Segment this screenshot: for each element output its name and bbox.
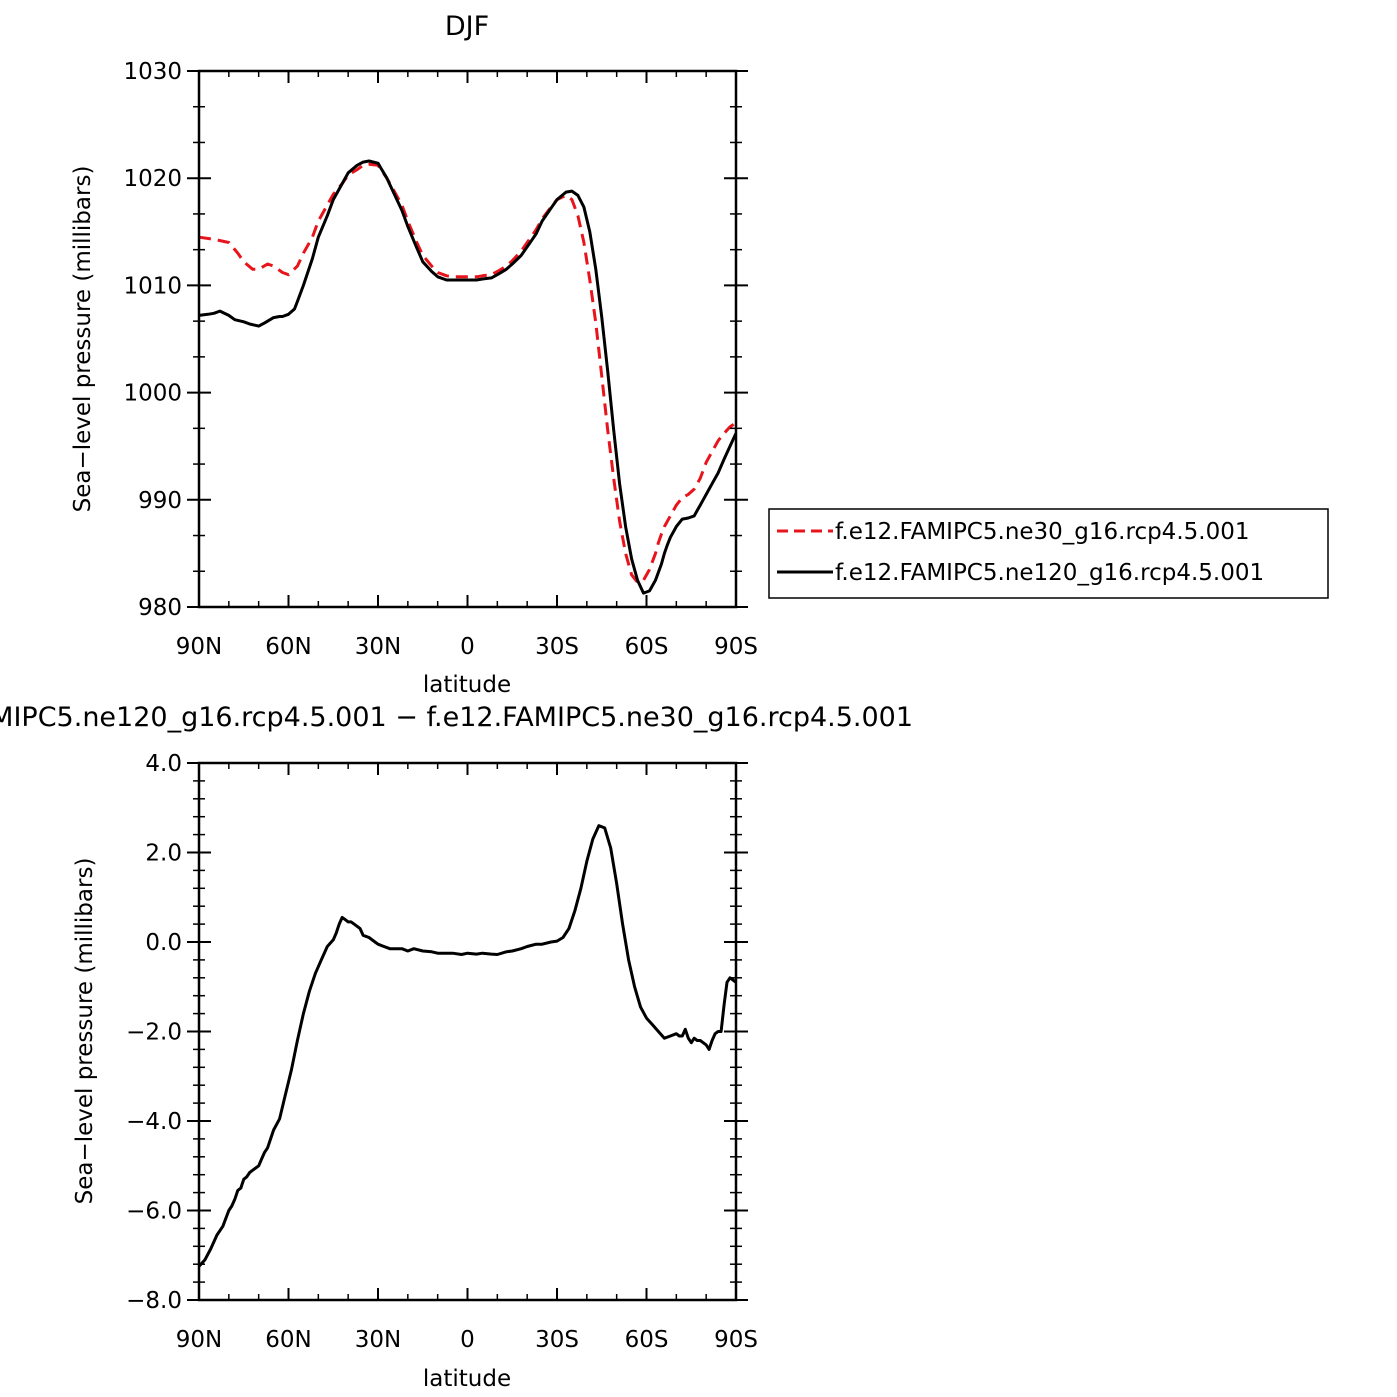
bottom-x-tick-label: 0 bbox=[460, 1327, 475, 1353]
top-x-tick-label: 30S bbox=[535, 634, 579, 660]
top-y-tick-label: 980 bbox=[138, 595, 182, 621]
legend-box bbox=[768, 508, 1329, 599]
bottom-y-axis-label: Sea−level pressure (millibars) bbox=[72, 858, 98, 1205]
top-y-tick-label: 1020 bbox=[123, 166, 182, 192]
bottom-x-tick-label: 30S bbox=[535, 1327, 579, 1353]
bottom-y-tick-label: −4.0 bbox=[126, 1109, 182, 1135]
top-series-line-1 bbox=[198, 159, 738, 595]
top-x-tick-label: 0 bbox=[460, 634, 475, 660]
top-x-tick-label: 90N bbox=[176, 634, 222, 660]
bottom-x-tick-label: 60N bbox=[265, 1327, 311, 1353]
bottom-plot-frame bbox=[197, 761, 738, 1302]
bottom-x-tick-label: 90N bbox=[176, 1327, 222, 1353]
bottom-y-tick-label: −6.0 bbox=[126, 1199, 182, 1225]
bottom-x-axis-label: latitude bbox=[423, 1366, 511, 1392]
bottom-y-tick-label: 4.0 bbox=[145, 751, 182, 777]
top-y-tick-label: 1030 bbox=[123, 59, 182, 85]
top-chart-title: DJF bbox=[445, 11, 489, 42]
top-plot-frame bbox=[197, 69, 738, 609]
top-series-lines bbox=[198, 159, 738, 595]
bottom-x-tick-label: 30N bbox=[355, 1327, 401, 1353]
top-axis-ticks: 90N 60N 30N 0 30S 60S 90S 980 990 1000 1010 1020 103… bbox=[123, 59, 757, 660]
bottom-chart-title: f.e12.FAMIPC5.ne120_g16.rcp4.5.001 − f.e… bbox=[0, 702, 913, 733]
bottom-axis-ticks: 90N 60N 30N 0 30S 60S 90S −8.0 −6.0 −4.0 −2.0 0.0 2.… bbox=[126, 751, 758, 1353]
top-y-tick-label: 1010 bbox=[123, 273, 182, 299]
top-panel: DJF 90N 60N 30N 0 30S 60S 90S 980 990 1000 1010 102… bbox=[70, 11, 1329, 698]
bottom-y-tick-label: −2.0 bbox=[126, 1020, 182, 1046]
bottom-panel: f.e12.FAMIPC5.ne120_g16.rcp4.5.001 − f.e… bbox=[0, 702, 913, 1392]
top-y-tick-label: 990 bbox=[138, 488, 182, 514]
bottom-y-tick-label: −8.0 bbox=[126, 1288, 182, 1314]
top-x-tick-label: 90S bbox=[714, 634, 758, 660]
legend: f.e12.FAMIPC5.ne30_g16.rcp4.5.001 f.e12.… bbox=[768, 508, 1329, 599]
top-x-tick-label: 60N bbox=[265, 634, 311, 660]
bottom-y-tick-label: 0.0 bbox=[145, 930, 182, 956]
legend-label-ne30: f.e12.FAMIPC5.ne30_g16.rcp4.5.001 bbox=[835, 519, 1249, 545]
legend-label-ne120: f.e12.FAMIPC5.ne120_g16.rcp4.5.001 bbox=[835, 560, 1264, 586]
bottom-y-tick-label: 2.0 bbox=[145, 841, 182, 867]
top-y-axis-label: Sea−level pressure (millibars) bbox=[70, 166, 96, 513]
top-x-tick-label: 60S bbox=[625, 634, 669, 660]
top-series-line-0 bbox=[198, 162, 737, 584]
top-x-axis-label: latitude bbox=[423, 672, 511, 698]
bottom-x-tick-label: 90S bbox=[714, 1327, 758, 1353]
bottom-x-tick-label: 60S bbox=[625, 1327, 669, 1353]
bottom-series-lines bbox=[197, 824, 737, 1268]
top-y-tick-label: 1000 bbox=[123, 381, 182, 407]
top-x-tick-label: 30N bbox=[355, 634, 401, 660]
bottom-series-line-0 bbox=[197, 824, 737, 1268]
